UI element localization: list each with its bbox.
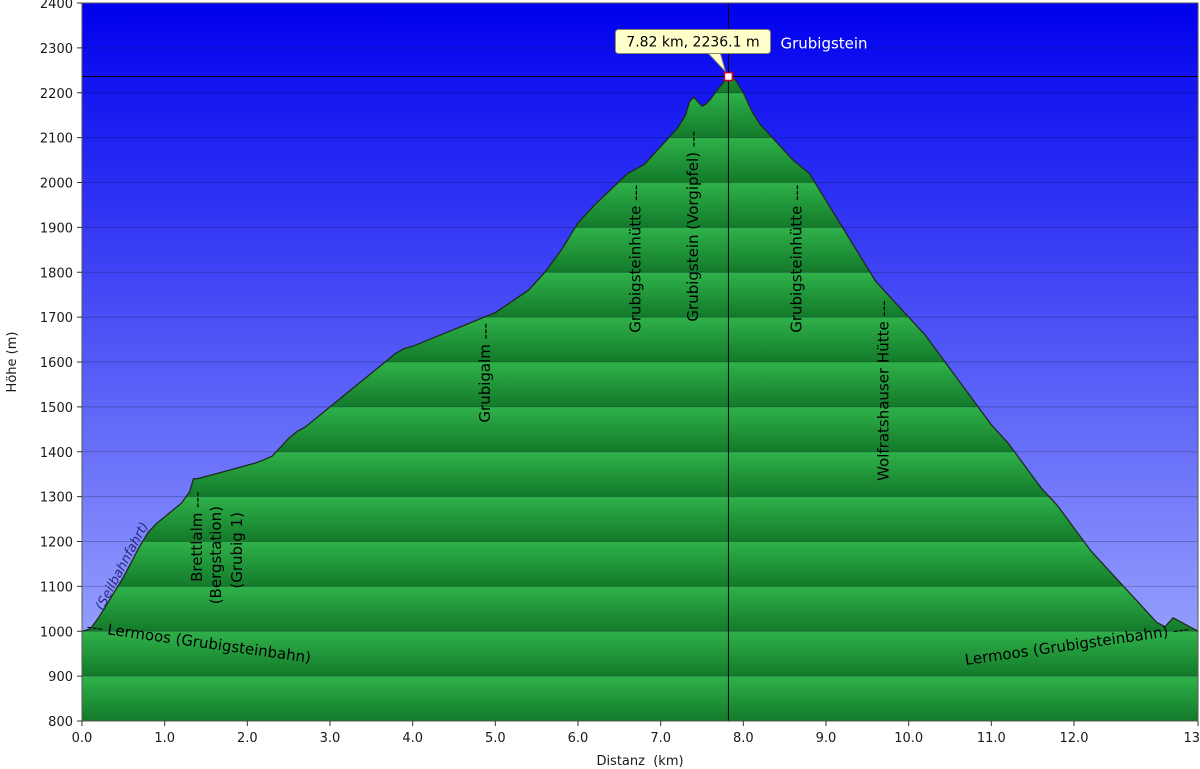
x-tick-label: 5.0	[485, 731, 506, 746]
waypoint-label-vorgipfel: Grubigstein (Vorgipfel) ---	[684, 131, 702, 322]
summit-marker-group: 7.82 km, 2236.1 m Grubigstein	[614, 29, 868, 82]
y-axis-title: Höhe (m)	[5, 332, 20, 393]
terrain-band	[82, 631, 1198, 677]
y-tick-label: 2300	[40, 42, 73, 57]
terrain-band	[82, 586, 1198, 632]
x-tick-label: 2.0	[237, 731, 258, 746]
waypoint-label-brettlalm: Brettlalm ---	[188, 492, 206, 582]
tooltip-box	[614, 29, 771, 55]
x-tick-label: 3.0	[320, 731, 341, 746]
waypoint-label-huette-1: Grubigsteinhütte ---	[626, 185, 644, 333]
x-tick-label: 8.0	[733, 731, 754, 746]
y-tick-label: 1600	[40, 356, 73, 371]
terrain-band	[82, 541, 1198, 587]
terrain-band	[82, 451, 1198, 497]
x-tick-label: 10.0	[894, 731, 923, 746]
y-tick-label: 2400	[40, 0, 73, 12]
y-tick-label: 800	[48, 715, 73, 730]
x-tick-label: 6.0	[568, 731, 589, 746]
waypoint-label-grubig1: (Grubig 1)	[228, 512, 246, 589]
y-tick-label: 1900	[40, 221, 73, 236]
y-tick-label: 1500	[40, 401, 73, 416]
y-tick-label: 2100	[40, 132, 73, 147]
axes: 800 900 1000 1100 1200 1300 1400 1500 1600 1700 18…	[40, 0, 1200, 746]
waypoint-label-grubigalm: Grubigalm ---	[476, 323, 494, 423]
x-tick-label: 0.0	[72, 731, 93, 746]
y-tick-label: 900	[48, 670, 73, 685]
terrain-band	[82, 496, 1198, 542]
x-tick-label: 4.0	[402, 731, 423, 746]
y-tick-label: 2000	[40, 177, 73, 192]
elevation-line	[81, 75, 1199, 632]
waypoint-label-bergstation: (Bergstation)	[207, 506, 225, 604]
x-axis-title: Distanz (km)	[596, 754, 683, 769]
tooltip-text: 7.82 km, 2236.1 m	[626, 35, 759, 51]
y-tick-label: 1100	[40, 580, 73, 595]
y-tick-label: 1200	[40, 536, 73, 551]
summit-marker	[723, 71, 734, 82]
tooltip-pointer	[707, 53, 726, 72]
y-tick-label: 1400	[40, 446, 73, 461]
x-tick-label: 1.0	[154, 731, 175, 746]
y-tick-label: 2200	[40, 87, 73, 102]
y-tick-label: 1700	[40, 311, 73, 326]
x-tick-label: 11.0	[977, 731, 1006, 746]
waypoint-label-huette-2: Grubigsteinhütte ---	[788, 185, 806, 333]
x-tick-label: 7.0	[650, 731, 671, 746]
y-tick-label: 1300	[40, 491, 73, 506]
terrain-band	[82, 676, 1198, 721]
summit-label: Grubigstein	[780, 35, 867, 53]
y-tick-label: 1000	[40, 625, 73, 640]
y-tick-label: 1800	[40, 266, 73, 281]
x-tick-label: 9.0	[816, 731, 837, 746]
waypoint-label-wolfratshauser: Wolfratshauser Hütte ---	[874, 300, 892, 481]
x-tick-label: 13.5	[1184, 731, 1200, 746]
x-tick-label: 12.0	[1060, 731, 1089, 746]
